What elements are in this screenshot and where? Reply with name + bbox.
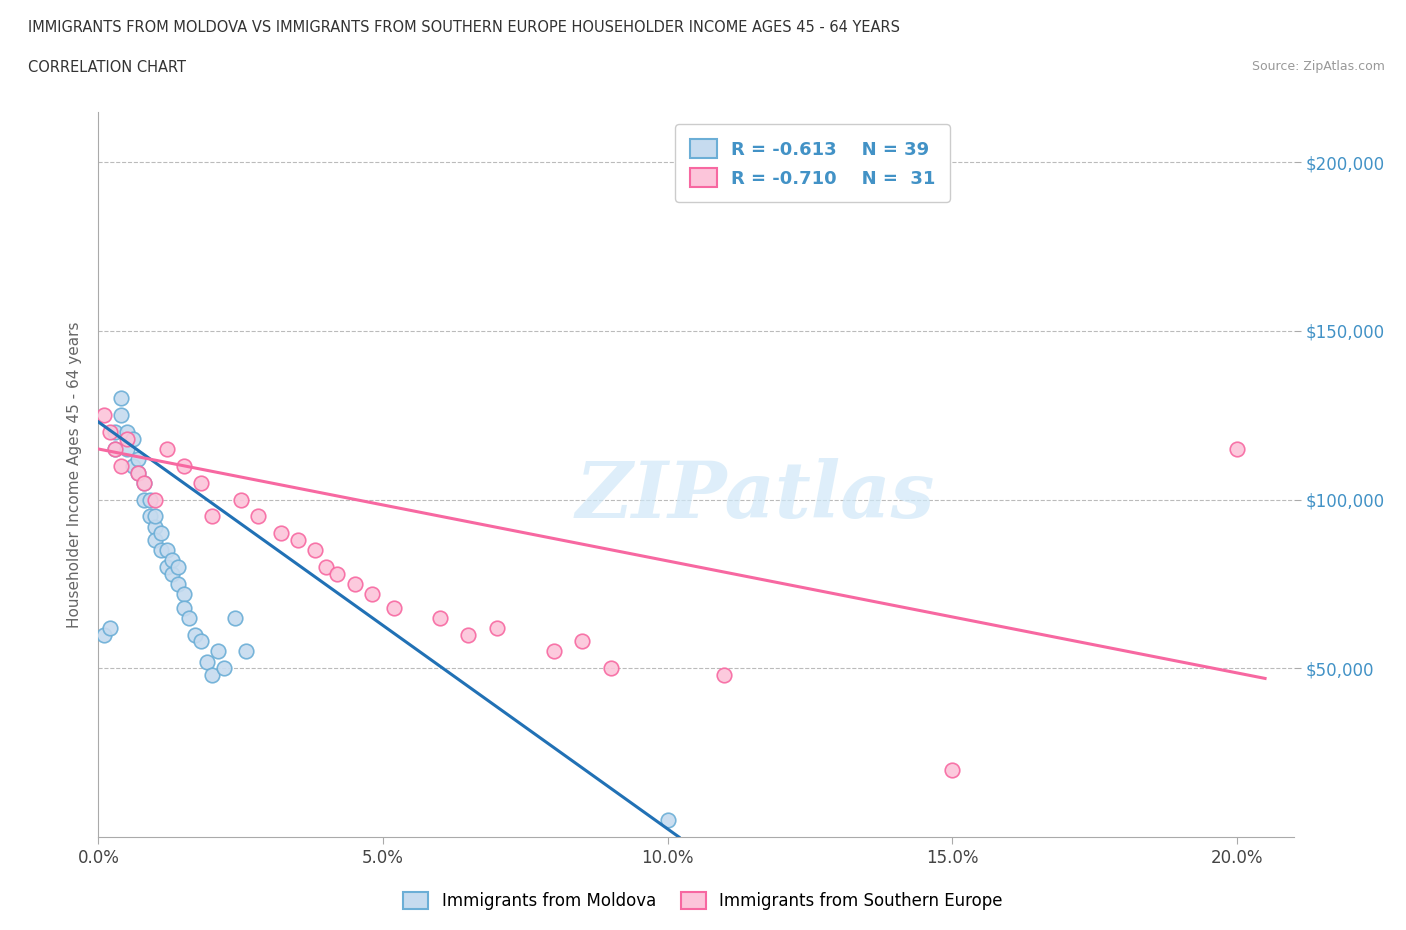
Point (110, 391, 132, 405)
Point (138, 509, 160, 524)
Point (941, 762, 963, 777)
Point (132, 475, 155, 490)
Point (143, 509, 166, 524)
Point (110, 408, 132, 423)
Point (110, 458, 132, 473)
Point (190, 475, 212, 490)
Y-axis label: Householder Income Ages 45 - 64 years: Householder Income Ages 45 - 64 years (67, 321, 83, 628)
Point (270, 525, 292, 540)
Point (657, 813, 679, 828)
Point (201, 668, 224, 683)
Point (173, 600, 195, 615)
Point (1226, 442, 1249, 457)
Point (138, 492, 160, 507)
Point (195, 654, 218, 669)
Point (429, 610, 451, 625)
Legend: R = -0.613    N = 39, R = -0.710    N =  31: R = -0.613 N = 39, R = -0.710 N = 31 (675, 125, 950, 202)
Legend: Immigrants from Moldova, Immigrants from Southern Europe: Immigrants from Moldova, Immigrants from… (396, 885, 1010, 917)
Point (315, 560, 337, 575)
Point (121, 458, 143, 473)
Point (173, 458, 195, 473)
Point (98, 425, 121, 440)
Point (599, 661, 621, 676)
Point (571, 634, 593, 649)
Point (156, 543, 179, 558)
Point (190, 634, 212, 649)
Point (485, 620, 508, 635)
Point (115, 425, 138, 440)
Point (143, 519, 166, 534)
Point (360, 587, 382, 602)
Point (457, 627, 479, 642)
Point (167, 560, 190, 575)
Point (104, 442, 127, 457)
Point (713, 668, 735, 683)
Point (104, 442, 127, 457)
Point (162, 553, 184, 568)
Point (224, 610, 246, 625)
Point (127, 452, 149, 467)
Point (304, 543, 326, 558)
Point (207, 644, 229, 658)
Point (115, 442, 138, 457)
Point (167, 577, 190, 591)
Point (343, 577, 366, 591)
Point (150, 543, 173, 558)
Point (104, 425, 127, 440)
Point (156, 560, 179, 575)
Point (179, 610, 201, 625)
Point (326, 566, 349, 581)
Point (287, 533, 309, 548)
Point (132, 475, 155, 490)
Point (93, 408, 115, 423)
Point (98, 620, 121, 635)
Point (127, 465, 149, 480)
Point (93, 627, 115, 642)
Point (212, 661, 235, 676)
Point (156, 442, 179, 457)
Text: IMMIGRANTS FROM MOLDOVA VS IMMIGRANTS FROM SOUTHERN EUROPE HOUSEHOLDER INCOME AG: IMMIGRANTS FROM MOLDOVA VS IMMIGRANTS FR… (28, 20, 900, 35)
Point (143, 533, 166, 548)
Point (150, 525, 173, 540)
Point (246, 509, 269, 524)
Point (229, 492, 252, 507)
Point (162, 566, 184, 581)
Text: ZIPatlas: ZIPatlas (576, 458, 935, 535)
Point (173, 587, 195, 602)
Point (121, 432, 143, 446)
Point (201, 509, 224, 524)
Point (115, 432, 138, 446)
Point (143, 492, 166, 507)
Point (132, 492, 155, 507)
Text: Source: ZipAtlas.com: Source: ZipAtlas.com (1251, 60, 1385, 73)
Point (382, 600, 405, 615)
Point (235, 644, 257, 658)
Point (543, 644, 565, 658)
Point (184, 627, 207, 642)
Text: CORRELATION CHART: CORRELATION CHART (28, 60, 186, 75)
Point (127, 465, 149, 480)
